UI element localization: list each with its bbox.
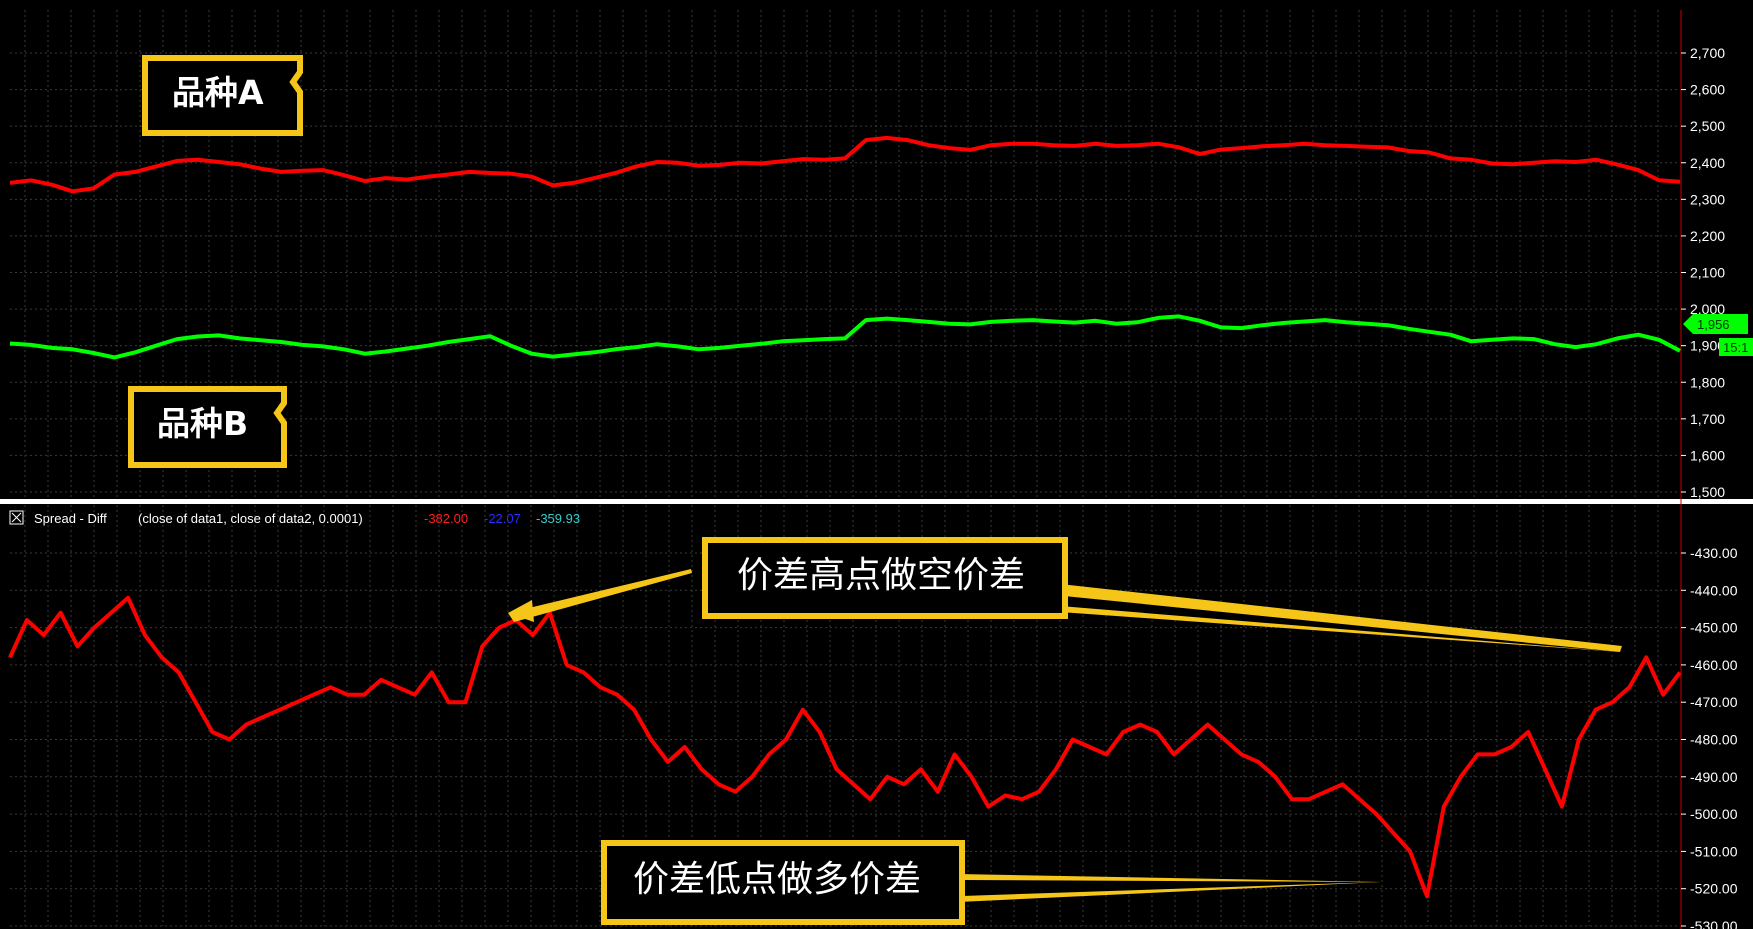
spread-y-tick: -440.00	[1690, 582, 1738, 598]
pointer-right-gap	[1060, 596, 1620, 652]
spread-high-text: 价差高点做空价差	[737, 555, 1025, 596]
last-value-tag-text: 1,956	[1697, 317, 1730, 332]
price-y-tick: 2,200	[1690, 228, 1725, 244]
spread-y-tick: -510.00	[1690, 843, 1738, 859]
pointer-low-gap	[962, 880, 1378, 896]
spread-y-tick: -500.00	[1690, 806, 1738, 822]
series-b-label-box: 品种B	[128, 386, 287, 468]
spread-low-text: 价差低点做多价差	[633, 859, 921, 900]
price-y-tick: 2,400	[1690, 155, 1725, 171]
price-y-tick: 2,500	[1690, 118, 1725, 134]
price-y-tick: 1,800	[1690, 374, 1725, 390]
legend-value-3: -359.93	[536, 511, 580, 526]
spread-low-callout: 价差低点做多价差	[601, 840, 1381, 925]
time-tag-text: 15:1	[1723, 340, 1748, 355]
spread-line	[8, 595, 1682, 899]
last-value-tag	[1683, 314, 1748, 334]
series-b-label: 品种B	[157, 404, 248, 443]
panel-divider[interactable]	[0, 499, 1753, 504]
spread-y-tick: -470.00	[1690, 694, 1738, 710]
series-a-label: 品种A	[172, 73, 264, 112]
close-icon-stroke	[11, 512, 22, 523]
price-y-tick: 2,300	[1690, 191, 1725, 207]
legend-value-1: -382.00	[424, 511, 468, 526]
spread-y-tick: -530.00	[1690, 918, 1738, 929]
legend-value-2: -22.07	[484, 511, 521, 526]
series-b-line	[9, 314, 1681, 360]
indicator-params: (close of data1, close of data2, 0.0001)	[138, 511, 363, 526]
series-b-box-frame	[128, 386, 287, 468]
spread-high-box	[702, 537, 1068, 619]
price-y-tick: 2,000	[1690, 301, 1725, 317]
price-y-tick: 2,700	[1690, 45, 1725, 61]
time-tag	[1719, 338, 1753, 356]
spread-y-tick: -430.00	[1690, 545, 1738, 561]
spread-y-tick: -490.00	[1690, 769, 1738, 785]
price-y-tick: 1,500	[1690, 484, 1725, 500]
indicator-title[interactable]: Spread - Diff	[34, 511, 107, 526]
price-y-tick: 2,100	[1690, 265, 1725, 281]
series-a-label-box: 品种A	[142, 55, 303, 136]
axis-ticks: 2,700 2,600 2,500 2,400 2,300 2,200 2,100 2,000…	[1681, 45, 1738, 929]
series-a-line	[9, 135, 1681, 194]
spread-low-box	[601, 840, 965, 925]
series-a-box-frame	[142, 55, 303, 136]
spread-y-tick: -480.00	[1690, 732, 1738, 748]
arrow-shaft-left	[508, 569, 692, 622]
spread-high-callout: 价差高点做空价差	[508, 537, 1622, 652]
spread-y-tick: -460.00	[1690, 657, 1738, 673]
spread-y-tick: -520.00	[1690, 881, 1738, 897]
price-y-tick: 2,600	[1690, 82, 1725, 98]
series-layer	[8, 135, 1682, 899]
close-indicator-button[interactable]	[9, 510, 24, 525]
price-y-tick: 1,700	[1690, 411, 1725, 427]
arrow-head-left	[508, 600, 534, 622]
pointer-right	[1060, 584, 1622, 652]
spread-y-tick: -450.00	[1690, 620, 1738, 636]
price-y-tick: 1,600	[1690, 447, 1725, 463]
price-y-tick: 1,900	[1690, 338, 1725, 354]
